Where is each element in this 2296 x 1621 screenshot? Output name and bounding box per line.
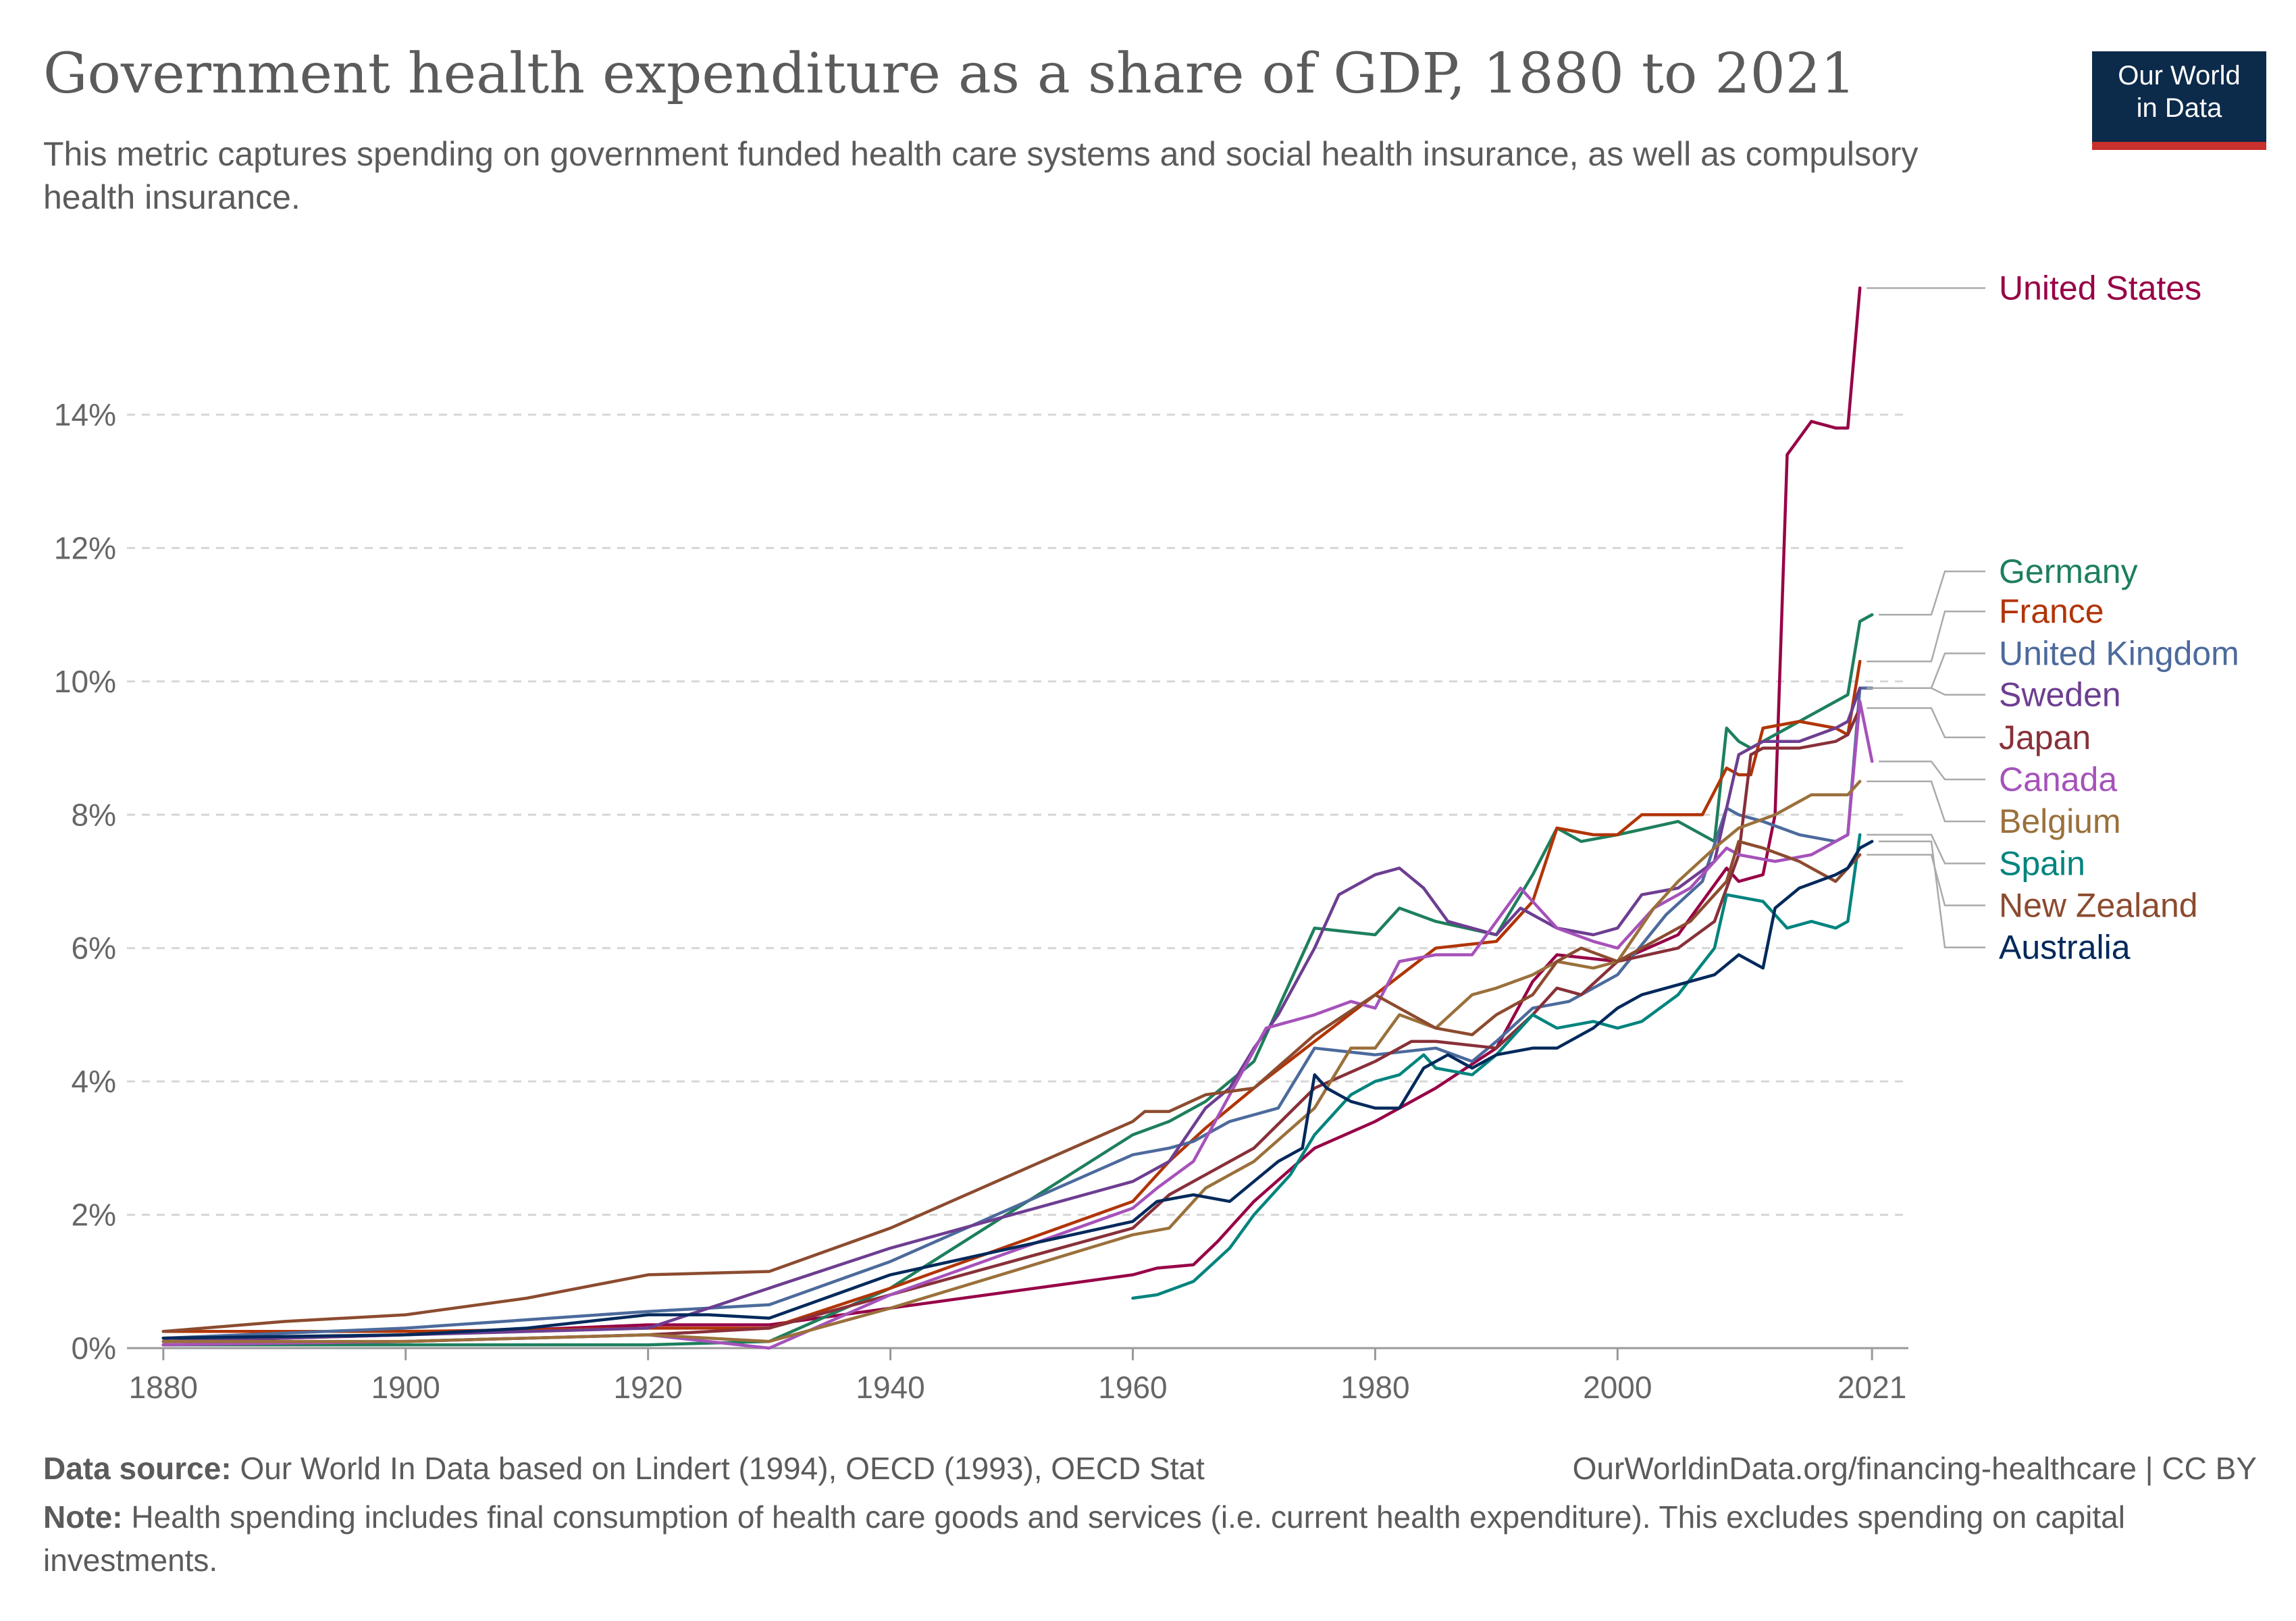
- y-axis-ticks: 0% 2% 4% 6% 8% 10% 12% 14%: [54, 397, 116, 1366]
- y-tick-label: 8%: [72, 797, 116, 832]
- series-label-spain: Spain: [1999, 844, 2085, 882]
- series-line-france: [161, 659, 1862, 1333]
- logo-line-2: in Data: [2136, 93, 2222, 123]
- x-tick-label: 1900: [371, 1370, 440, 1405]
- series-line-australia: [161, 840, 1874, 1340]
- data-source: Data source: Our World In Data based on …: [43, 1447, 1205, 1490]
- label-connector: [1867, 833, 1985, 865]
- label-connector: [1867, 687, 1985, 696]
- label-connector: [1879, 840, 1985, 948]
- series-lines: [161, 286, 1874, 1350]
- data-source-label: Data source:: [43, 1451, 232, 1486]
- x-tick-label: 1980: [1340, 1370, 1409, 1405]
- x-tick-label: 2021: [1837, 1370, 1906, 1405]
- label-connector: [1867, 780, 1985, 823]
- x-tick-label: 1920: [613, 1370, 682, 1405]
- series-label-united-kingdom: United Kingdom: [1999, 634, 2239, 672]
- label-connector: [1879, 570, 1985, 616]
- series-line-canada: [161, 700, 1874, 1350]
- series-line-new-zealand: [161, 840, 1862, 1333]
- label-connector: [1867, 610, 1985, 663]
- series-label-germany: Germany: [1999, 552, 2138, 590]
- note-text: Health spending includes final consumpti…: [43, 1499, 2125, 1578]
- x-tick-label: 1940: [856, 1370, 924, 1405]
- y-tick-label: 0%: [72, 1331, 116, 1366]
- y-tick-label: 12%: [54, 530, 116, 565]
- label-connector: [1879, 761, 1985, 781]
- source-url[interactable]: OurWorldinData.org/financing-healthcare …: [1572, 1451, 2257, 1486]
- x-tick-label: 1960: [1098, 1370, 1167, 1405]
- x-tick-label: 2000: [1583, 1370, 1652, 1405]
- series-label-canada: Canada: [1999, 761, 2117, 798]
- series-line-germany: [161, 613, 1874, 1347]
- x-axis: 1880 1900 1920 1940 1960 1980 2000 2021: [127, 1347, 1908, 1405]
- label-connector: [1867, 854, 1985, 906]
- chart-note: Note: Health spending includes final con…: [43, 1495, 2204, 1582]
- series-label-new-zealand: New Zealand: [1999, 887, 2198, 925]
- owid-logo[interactable]: Our World in Data: [2092, 51, 2266, 150]
- x-tick-label: 1880: [129, 1370, 198, 1405]
- series-label-belgium: Belgium: [1999, 802, 2121, 840]
- y-tick-label: 4%: [72, 1064, 116, 1099]
- series-line-japan: [161, 706, 1862, 1347]
- note-label: Note:: [43, 1499, 123, 1535]
- series-label-sweden: Sweden: [1999, 676, 2121, 714]
- chart-subtitle: This metric captures spending on governm…: [43, 135, 1919, 216]
- logo-line-1: Our World: [2118, 61, 2241, 91]
- series-label-australia: Australia: [1999, 929, 2131, 967]
- series-line-sweden: [161, 686, 1862, 1343]
- y-tick-label: 6%: [72, 931, 116, 966]
- data-source-text: Our World In Data based on Lindert (1994…: [240, 1451, 1205, 1486]
- series-label-france: France: [1999, 592, 2104, 630]
- y-tick-label: 2%: [72, 1198, 116, 1233]
- chart-title: Government health expenditure as a share…: [43, 42, 1856, 106]
- series-label-united-states: United States: [1999, 269, 2201, 307]
- y-tick-label: 14%: [54, 397, 116, 432]
- series-label-japan: Japan: [1999, 719, 2091, 756]
- series-line-belgium: [161, 779, 1862, 1343]
- label-connector: [1867, 707, 1985, 739]
- y-tick-label: 10%: [54, 664, 116, 699]
- series-line-united-kingdom: [161, 686, 1874, 1340]
